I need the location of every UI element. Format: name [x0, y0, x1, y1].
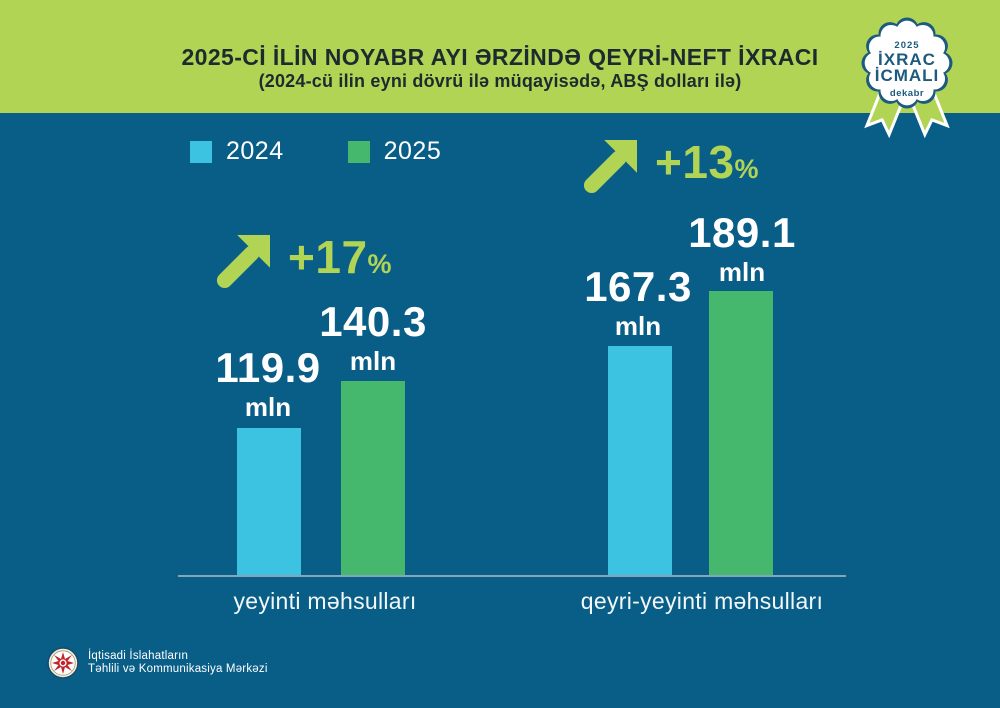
footer: İqtisadi İslahatların Təhlili və Kommuni…	[47, 647, 268, 679]
legend-item-2025: 2025	[347, 137, 442, 166]
legend: 2024 2025	[190, 137, 441, 166]
page-subtitle: (2024-cü ilin eyni dövrü ilə müqayisədə,…	[258, 71, 742, 91]
value-label-2025-nonfood: 189.1 mln	[688, 209, 796, 287]
legend-swatch-2025	[347, 140, 370, 163]
page-title: 2025-Cİ İLİN NOYABR AYI ƏRZİNDƏ QEYRİ-NE…	[181, 44, 819, 70]
arrow-up-right-icon	[583, 140, 637, 194]
bar-2024-food	[237, 428, 301, 576]
badge-title-line1: İXRAC	[878, 50, 936, 69]
org-name: İqtisadi İslahatların Təhlili və Kommuni…	[88, 650, 268, 677]
growth-label-nonfood: +13%	[655, 136, 760, 188]
value-label-2024-food: 119.9 mln	[215, 344, 321, 422]
category-label-food: yeyinti məhsulları	[233, 588, 417, 614]
arrow-up-right-icon	[216, 235, 270, 289]
org-name-line1: İqtisadi İslahatların	[88, 649, 189, 662]
growth-label-food: +17%	[288, 231, 393, 283]
percent-sign: %	[734, 154, 760, 184]
org-name-line2: Təhlili və Kommunikasiya Mərkəzi	[88, 663, 268, 675]
header-banner: 2025-Cİ İLİN NOYABR AYI ƏRZİNDƏ QEYRİ-NE…	[0, 0, 1000, 113]
badge-title-line2: İCMALI	[875, 66, 940, 85]
growth-callout-nonfood: +13%	[583, 139, 759, 195]
org-logo	[47, 647, 79, 679]
axis-baseline	[178, 575, 846, 577]
badge-year: 2025	[894, 40, 919, 51]
badge-month: dekabr	[890, 88, 924, 99]
award-badge: 2025 İXRAC İCMALI dekabr	[845, 15, 969, 155]
value-label-2025-food: 140.3 mln	[319, 298, 427, 376]
bar-2024-nonfood	[608, 346, 672, 576]
growth-callout-food: +17%	[216, 234, 392, 290]
legend-item-2024: 2024	[190, 137, 284, 166]
bar-2025-food	[341, 381, 405, 576]
category-label-nonfood: qeyri-yeyinti məhsulları	[580, 588, 824, 614]
bar-2025-nonfood	[709, 291, 773, 576]
legend-label-2024: 2024	[226, 137, 284, 165]
percent-sign: %	[367, 249, 393, 279]
rosette-seal-icon: 2025 İXRAC İCMALI dekabr	[861, 17, 953, 139]
legend-swatch-2024	[190, 140, 212, 163]
value-label-2024-nonfood: 167.3 mln	[584, 263, 692, 341]
legend-label-2025: 2025	[383, 137, 442, 165]
